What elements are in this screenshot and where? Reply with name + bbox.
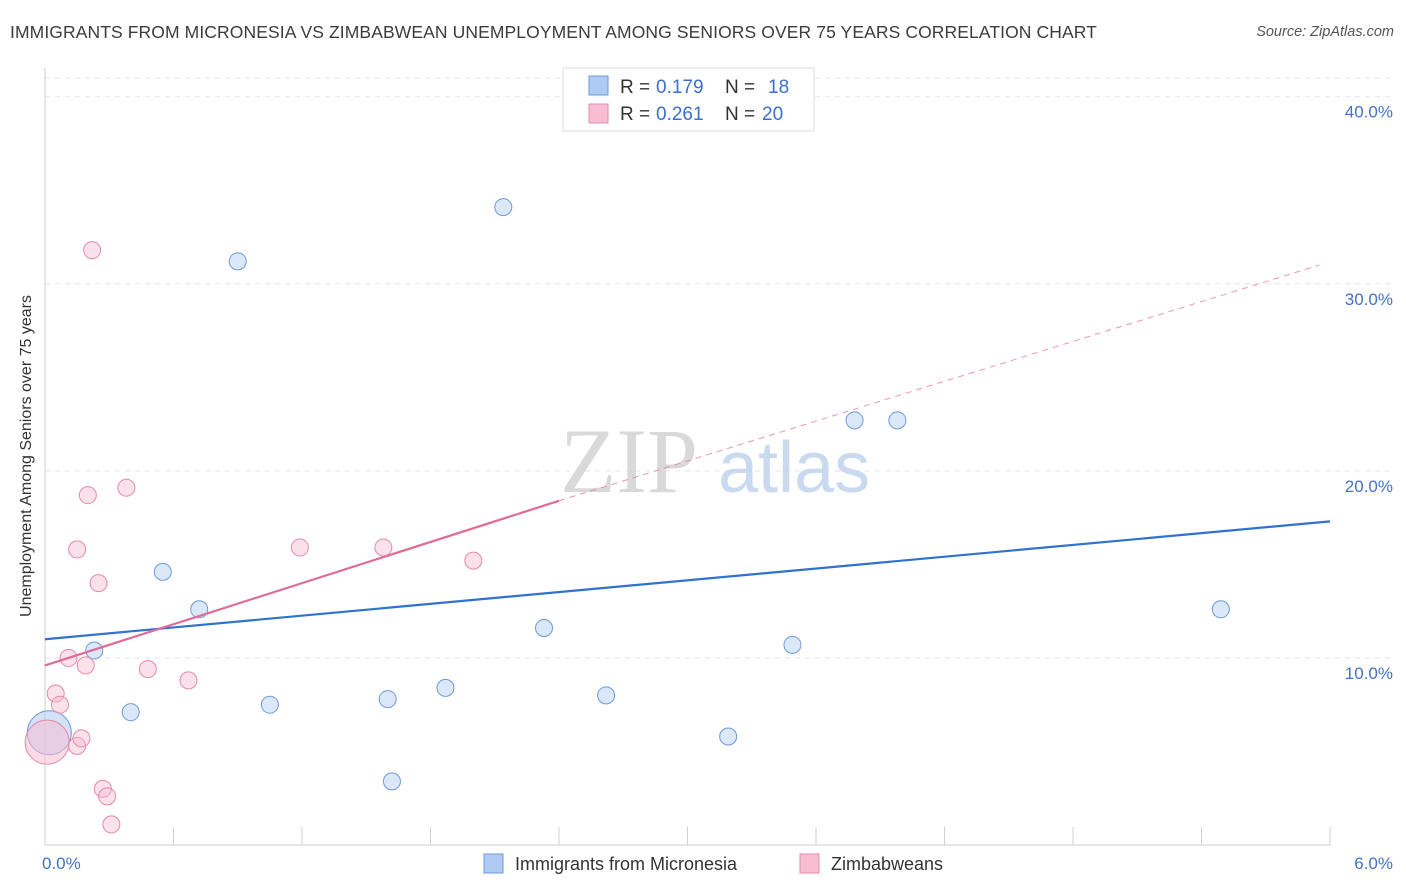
gridlines <box>45 77 1392 659</box>
source-label: Source: ZipAtlas.com <box>1256 24 1394 40</box>
point-micronesia-9 <box>436 678 455 697</box>
data-points <box>24 198 1230 834</box>
point-zimbabweans-9 <box>83 241 102 260</box>
point-micronesia-6 <box>260 695 279 714</box>
point-zimbabweans-13 <box>102 815 121 834</box>
chart-title: IMMIGRANTS FROM MICRONESIA VS ZIMBABWEAN… <box>10 22 1097 42</box>
trend-line-micronesia <box>44 520 1331 641</box>
legend-n-value-zimbabweans: 20 <box>762 104 783 125</box>
point-micronesia-11 <box>535 618 554 637</box>
legend-label-micronesia: Immigrants from Micronesia <box>515 854 738 874</box>
point-micronesia-8 <box>382 772 401 791</box>
point-zimbabweans-19 <box>464 551 483 570</box>
legend-r-value-micronesia: 0.179 <box>656 77 704 98</box>
point-micronesia-5 <box>228 252 247 271</box>
point-zimbabweans-7 <box>76 656 95 675</box>
series-legend: Immigrants from Micronesia Zimbabweans <box>483 853 943 874</box>
point-micronesia-12 <box>597 686 616 705</box>
legend-swatch-bottom-micronesia <box>483 853 504 874</box>
watermark-zip: ZIP <box>560 410 698 512</box>
legend-n-value-micronesia: 18 <box>768 77 789 98</box>
point-zimbabweans-18 <box>374 538 393 557</box>
point-zimbabweans-12 <box>98 787 117 806</box>
point-micronesia-17 <box>1211 600 1230 619</box>
legend-n-label-zimbabweans: N = <box>725 104 755 125</box>
point-micronesia-2 <box>121 703 140 722</box>
y-tick-labels: 10.0% 20.0% 30.0% 40.0% <box>1345 103 1393 683</box>
legend-n-label-micronesia: N = <box>725 77 755 98</box>
point-zimbabweans-5 <box>72 729 91 748</box>
legend-r-value-zimbabweans: 0.261 <box>656 104 704 125</box>
point-zimbabweans-15 <box>138 660 157 679</box>
point-zimbabweans-2 <box>50 695 69 714</box>
point-zimbabweans-10 <box>89 574 108 593</box>
stats-legend: R = 0.179 N = 18 R = 0.261 N = 20 <box>562 67 815 132</box>
legend-swatch-micronesia <box>588 75 609 96</box>
point-zimbabweans-1 <box>46 684 65 703</box>
watermark-atlas: atlas <box>718 428 870 508</box>
y-tick-label-2: 30.0% <box>1345 290 1393 309</box>
legend-label-zimbabweans: Zimbabweans <box>831 854 943 874</box>
trend-line-zimbabweans <box>44 499 560 667</box>
legend-r-label-micronesia: R = <box>620 77 650 98</box>
y-tick-label-1: 20.0% <box>1345 477 1393 496</box>
point-micronesia-15 <box>845 411 864 430</box>
trend-line-zimbabweans-extension <box>558 264 1320 502</box>
point-zimbabweans-0 <box>24 719 70 765</box>
point-zimbabweans-6 <box>68 540 87 559</box>
x-tick-labels: 0.0% 6.0% <box>42 854 1393 873</box>
trend-lines <box>44 264 1331 667</box>
point-zimbabweans-14 <box>117 478 136 497</box>
legend-r-label-zimbabweans: R = <box>620 104 650 125</box>
point-micronesia-10 <box>494 198 513 217</box>
y-tick-label-3: 40.0% <box>1345 103 1393 122</box>
x-tick-label-max: 6.0% <box>1354 854 1393 873</box>
x-tick-label-min: 0.0% <box>42 854 81 873</box>
point-micronesia-14 <box>783 635 802 654</box>
legend-swatch-bottom-zimbabweans <box>799 853 820 874</box>
point-zimbabweans-17 <box>290 538 309 557</box>
point-micronesia-7 <box>378 690 397 709</box>
point-micronesia-16 <box>888 411 907 430</box>
legend-swatch-zimbabweans <box>588 103 609 124</box>
y-tick-label-0: 10.0% <box>1345 664 1393 683</box>
point-micronesia-3 <box>153 562 172 581</box>
point-zimbabweans-8 <box>78 486 97 505</box>
point-zimbabweans-16 <box>179 671 198 690</box>
point-micronesia-13 <box>719 727 738 746</box>
